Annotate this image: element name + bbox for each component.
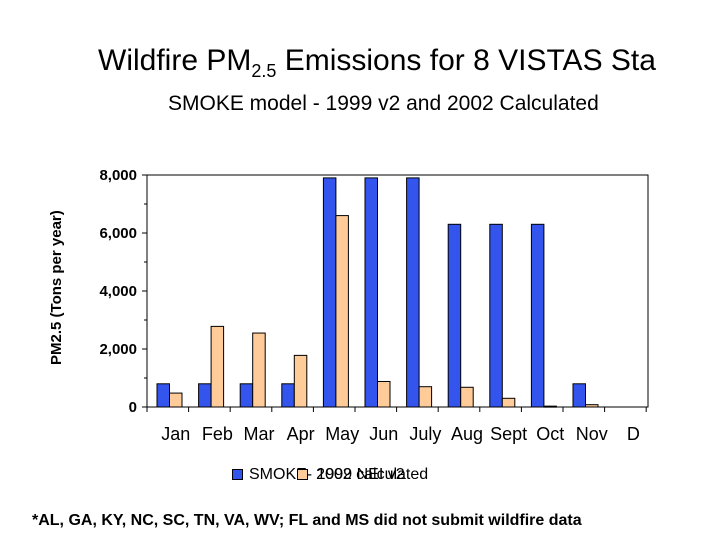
bar-2002-jan bbox=[169, 392, 183, 408]
y-tick-label: 0 bbox=[129, 399, 137, 416]
legend-swatch-smoke bbox=[232, 469, 243, 481]
x-tick-label: July bbox=[409, 424, 441, 444]
x-tick-label: Mar bbox=[244, 424, 275, 444]
legend-swatch-2002 bbox=[297, 469, 309, 481]
bar-2002-nov bbox=[585, 404, 599, 408]
bar-smoke-feb bbox=[198, 383, 212, 408]
bar-smoke-may bbox=[322, 177, 337, 408]
x-tick-label: Aug bbox=[451, 424, 483, 444]
bar-2002-july bbox=[418, 386, 433, 408]
bar-smoke-jan bbox=[156, 383, 170, 408]
bar-2002-feb bbox=[210, 325, 225, 408]
bar-smoke-sept bbox=[489, 223, 503, 408]
x-tick-label: D bbox=[627, 424, 640, 444]
chart-title: Wildfire PM2.5 Emissions for 8 VISTAS St… bbox=[98, 44, 656, 81]
x-tick-label: Jun bbox=[369, 424, 398, 444]
bar-2002-jun bbox=[377, 380, 391, 408]
bar-smoke-july bbox=[406, 177, 420, 408]
legend-label-smoke: SMOKE- 1999 NEI v2 bbox=[249, 466, 405, 483]
x-tick-label: Feb bbox=[202, 424, 233, 444]
x-tick-label: Sept bbox=[490, 424, 527, 444]
legend: SMOKE- 1999 NEI v2 2002 calculated bbox=[232, 466, 428, 484]
x-tick-label: Apr bbox=[287, 424, 315, 444]
y-tick-label: 2,000 bbox=[99, 341, 137, 358]
bar-smoke-apr bbox=[281, 383, 295, 408]
y-tick-label: 6,000 bbox=[99, 225, 137, 242]
y-tick-label: 8,000 bbox=[99, 167, 137, 184]
bar-2002-may bbox=[335, 215, 349, 408]
bar-2002-mar bbox=[252, 332, 266, 408]
x-tick-label: Nov bbox=[576, 424, 608, 444]
chart-subtitle: SMOKE model - 1999 v2 and 2002 Calculate… bbox=[168, 92, 599, 115]
bar-smoke-aug bbox=[447, 223, 462, 408]
bar-2002-oct bbox=[543, 405, 557, 408]
bar-smoke-jun bbox=[364, 177, 378, 408]
bar-smoke-nov bbox=[572, 383, 586, 408]
bar-smoke-mar bbox=[239, 383, 254, 408]
bar-2002-apr bbox=[293, 354, 308, 408]
x-tick-label: Oct bbox=[536, 424, 564, 444]
bar-smoke-oct bbox=[530, 223, 545, 408]
footnote: *AL, GA, KY, NC, SC, TN, VA, WV; FL and … bbox=[32, 512, 582, 529]
x-tick-label: Jan bbox=[161, 424, 190, 444]
legend-label-2002: 2002 calculated bbox=[316, 466, 429, 483]
y-tick-label: 4,000 bbox=[99, 283, 137, 300]
bar-2002-sept bbox=[501, 397, 516, 408]
bar-2002-aug bbox=[460, 386, 474, 408]
x-tick-label: May bbox=[325, 424, 359, 444]
